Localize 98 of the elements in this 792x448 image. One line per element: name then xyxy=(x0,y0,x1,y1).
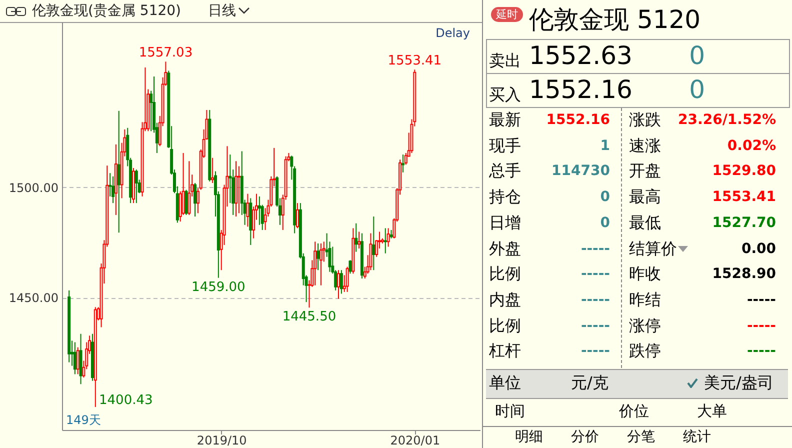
annotation: 1400.43 xyxy=(99,393,153,408)
candlestick xyxy=(340,270,343,294)
text: 1552.16 xyxy=(545,112,610,128)
text: ----- xyxy=(580,240,610,256)
text: 最新 xyxy=(489,110,521,131)
candlestick xyxy=(314,241,317,286)
text: 伦敦金现 5120 xyxy=(529,4,701,36)
text: ----- xyxy=(746,343,776,360)
candlestick xyxy=(384,228,387,254)
text: 美元/盎司 xyxy=(704,373,774,394)
text: 现手 xyxy=(489,136,521,157)
text: 时间 xyxy=(495,402,525,421)
candlestick xyxy=(346,266,349,292)
text: 元/克 xyxy=(571,373,608,394)
text: ----- xyxy=(746,318,776,334)
candlestick xyxy=(337,270,340,300)
text: 开盘 xyxy=(629,161,661,182)
text: 0 xyxy=(599,214,610,231)
annotation: 1445.50 xyxy=(282,310,336,325)
candlestick xyxy=(76,346,80,375)
candlestick xyxy=(237,166,240,214)
text: 昨收 xyxy=(629,264,661,286)
candlestick xyxy=(319,242,322,286)
text: 23.26/1.52% xyxy=(677,112,776,128)
text: ----- xyxy=(580,318,610,334)
text: 0 xyxy=(599,189,610,206)
text: 总手 xyxy=(489,161,521,182)
text: 114730 xyxy=(550,163,610,180)
candlestick xyxy=(117,110,120,234)
x-tick-label: 2020/01 xyxy=(390,434,440,448)
text: 0 xyxy=(688,75,705,104)
candlestick xyxy=(73,342,76,375)
candlestick xyxy=(296,202,300,229)
y-tick-label: 1450.00 xyxy=(8,291,58,306)
chart-subtitle: 日线 xyxy=(208,2,237,20)
candlestick xyxy=(372,216,376,271)
text: 1529.80 xyxy=(711,163,776,180)
candlestick xyxy=(188,160,191,216)
text: 统计 xyxy=(683,428,711,446)
text: 持仓 xyxy=(489,187,521,208)
text: 分笔 xyxy=(627,428,655,446)
candlestick xyxy=(348,260,352,274)
text: 0.00 xyxy=(741,240,776,256)
text: 1528.90 xyxy=(711,266,776,282)
annotation: 1459.00 xyxy=(192,280,246,295)
x-tick-label: 2019/10 xyxy=(196,434,247,448)
candlestick xyxy=(401,154,404,173)
candlestick xyxy=(184,189,188,216)
text: 最低 xyxy=(629,212,661,234)
text: 1552.16 xyxy=(529,75,632,104)
text: 0.02% xyxy=(726,138,776,154)
text: 涨跌 xyxy=(629,110,661,131)
annotation: 1557.03 xyxy=(138,46,193,61)
candlestick xyxy=(211,157,214,184)
text: 单位 xyxy=(489,373,521,394)
text: 分价 xyxy=(571,428,599,446)
text: 最高 xyxy=(629,187,661,208)
text: 比例 xyxy=(489,264,521,286)
text: 1 xyxy=(599,138,610,154)
candlestick xyxy=(404,152,408,166)
candlestick xyxy=(246,193,250,228)
text: 杠杆 xyxy=(489,341,521,362)
candlestick xyxy=(386,228,390,248)
candlestick xyxy=(111,176,114,204)
text: 1553.41 xyxy=(711,189,776,206)
text: 跌停 xyxy=(629,341,661,362)
y-tick-label: 1500.00 xyxy=(8,180,58,195)
text: 卖出 xyxy=(489,51,521,72)
text: ----- xyxy=(580,343,610,360)
annotation: 149天 xyxy=(66,412,101,429)
candlestick xyxy=(354,222,358,252)
text: 0 xyxy=(688,41,705,70)
text: 内盘 xyxy=(489,290,521,311)
text: 比例 xyxy=(489,316,521,337)
text: ----- xyxy=(580,266,610,282)
text: ----- xyxy=(746,292,776,308)
text: 1527.70 xyxy=(711,214,776,231)
text: ----- xyxy=(580,292,610,308)
text: 大单 xyxy=(697,402,727,421)
text: Delay xyxy=(436,26,470,40)
text: 涨停 xyxy=(629,316,661,337)
text: 价位 xyxy=(619,402,649,421)
chart-title: 伦敦金现(贵金属 5120) xyxy=(32,2,182,20)
text: 1552.63 xyxy=(529,41,632,70)
text: 买入 xyxy=(489,85,521,106)
candlestick xyxy=(358,231,361,249)
candlestick xyxy=(134,169,138,204)
text: 日增 xyxy=(489,212,521,234)
text: 速涨 xyxy=(629,136,661,157)
text: 延时 xyxy=(491,7,523,22)
candlestick xyxy=(369,232,372,271)
annotation: 1553.41 xyxy=(388,54,442,69)
text: 外盘 xyxy=(489,238,521,260)
text: 明细 xyxy=(515,428,543,446)
text: 昨结 xyxy=(629,290,661,311)
text: 结算价 xyxy=(629,238,678,260)
candlestick xyxy=(193,182,196,218)
candlestick xyxy=(316,242,320,271)
